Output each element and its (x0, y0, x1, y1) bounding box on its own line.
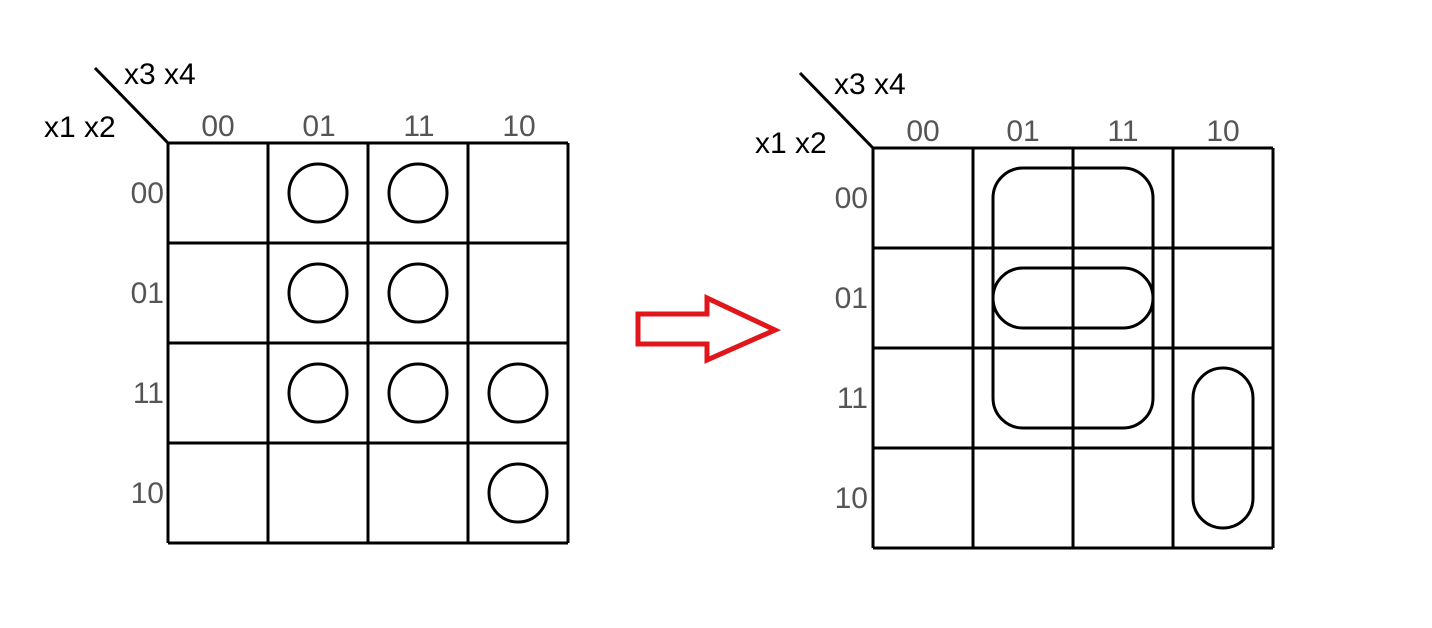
right-col-label: 10 (1206, 115, 1239, 148)
cell-mark-circle (487, 362, 549, 424)
right-grid (871, 146, 1275, 550)
right-row-label: 01 (835, 282, 868, 315)
left-corner-diagonal (93, 66, 170, 145)
right-corner-diagonal (798, 71, 875, 150)
right-row-var-label: x1 x2 (755, 127, 827, 160)
left-col-label: 00 (201, 110, 234, 143)
left-row-label: 10 (131, 477, 164, 510)
left-row-label: 01 (131, 277, 164, 310)
implicant-group-loop (991, 266, 1155, 330)
right-row-label: 11 (837, 382, 868, 415)
cell-mark-circle (287, 162, 349, 224)
left-col-label: 11 (403, 110, 434, 143)
left-row-label: 00 (131, 177, 164, 210)
cell-mark-circle (287, 362, 349, 424)
right-col-label: 01 (1006, 115, 1039, 148)
right-row-label: 10 (835, 482, 868, 515)
cell-mark-circle (287, 262, 349, 324)
left-marks (287, 162, 549, 524)
left-kmap: x3 x4 x1 x2 00 01 11 10 00 01 11 10 (44, 58, 570, 545)
right-row-label: 00 (835, 182, 868, 215)
left-col-label: 01 (302, 110, 335, 143)
right-groups (991, 166, 1255, 530)
cell-mark-circle (387, 362, 449, 424)
right-col-var-label: x3 x4 (834, 68, 906, 101)
right-kmap: x3 x4 x1 x2 00 01 11 10 00 01 11 10 (755, 68, 1275, 550)
left-col-label: 10 (502, 110, 535, 143)
cell-mark-circle (387, 162, 449, 224)
left-row-label: 11 (133, 377, 164, 410)
left-grid (166, 141, 570, 545)
cell-mark-circle (387, 262, 449, 324)
transform-arrow (635, 294, 782, 364)
left-row-var-label: x1 x2 (44, 111, 116, 144)
implicant-group-loop (1191, 366, 1255, 530)
cell-mark-circle (487, 462, 549, 524)
right-col-label: 11 (1107, 115, 1138, 148)
right-col-label: 00 (906, 115, 939, 148)
left-col-var-label: x3 x4 (124, 58, 196, 91)
